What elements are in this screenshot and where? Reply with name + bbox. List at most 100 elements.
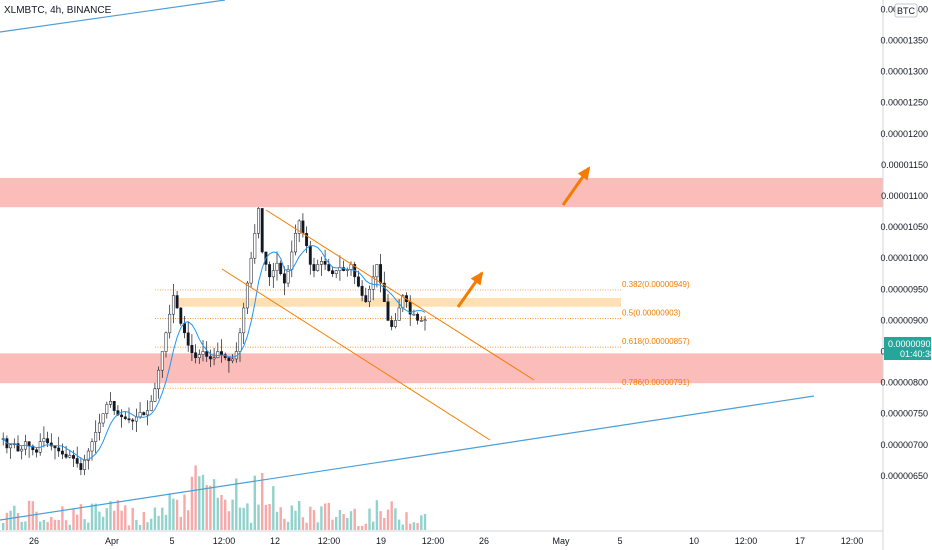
candle-body xyxy=(179,307,183,324)
volume-bar xyxy=(216,497,219,530)
volume-bar xyxy=(72,509,75,530)
volume-bar xyxy=(253,475,256,530)
candle-body xyxy=(168,313,172,334)
price-tick-label: 0.00001050 xyxy=(880,222,928,232)
volume-bar xyxy=(346,517,349,530)
volume-bar xyxy=(105,508,108,530)
price-tick-label: 0.00001100 xyxy=(881,191,928,201)
candle-body xyxy=(90,441,94,452)
volume-bar xyxy=(261,473,264,530)
volume-bar xyxy=(142,512,145,530)
time-tick-label: 10 xyxy=(689,536,699,546)
candle-body xyxy=(364,295,368,302)
candle-body xyxy=(393,320,397,327)
bar-countdown: 01:40:38 xyxy=(900,349,932,359)
volume-bar xyxy=(357,525,360,530)
volume-bar xyxy=(309,506,312,530)
candle-body xyxy=(105,404,109,414)
volume-bar xyxy=(87,522,90,530)
support-zone xyxy=(0,353,883,384)
volume-bar xyxy=(409,523,412,530)
volume-bar xyxy=(187,510,190,530)
volume-bar xyxy=(412,522,416,530)
candle-body xyxy=(31,445,35,451)
rising-support-trendline xyxy=(0,395,815,521)
volume-bar xyxy=(61,506,64,530)
volume-bar xyxy=(116,500,120,530)
candle-body xyxy=(27,441,31,447)
volume-bar xyxy=(401,524,404,530)
channel-upper-line xyxy=(265,209,535,381)
volume-bar xyxy=(249,522,253,530)
volume-bar xyxy=(212,479,216,530)
volume-bar xyxy=(394,508,397,530)
volume-bar xyxy=(90,503,94,530)
volume-bar xyxy=(131,507,134,530)
candle-body xyxy=(331,270,334,275)
candle-body xyxy=(249,257,253,284)
candle-body xyxy=(75,458,79,464)
volume-bar xyxy=(79,504,83,530)
price-tick-label: 0.00000650 xyxy=(880,471,928,481)
candle-body xyxy=(316,264,320,271)
volume-bar xyxy=(331,519,334,530)
volume-bar xyxy=(268,504,271,530)
price-tick-label: 0.00001000 xyxy=(880,253,928,263)
candle-body xyxy=(112,401,116,411)
volume-bar xyxy=(301,517,305,530)
time-tick-label: 12:00 xyxy=(318,536,341,546)
volume-bar xyxy=(279,507,282,530)
volume-bar xyxy=(231,499,234,530)
volume-bar xyxy=(42,519,46,530)
volume-bar xyxy=(9,510,12,530)
volume-bar xyxy=(323,503,327,530)
price-tick-label: 0.00000700 xyxy=(880,440,928,450)
candle-body xyxy=(375,264,379,278)
candle-body xyxy=(390,320,394,327)
candle-body xyxy=(138,412,142,418)
candle-body xyxy=(83,460,87,470)
time-tick-label: 12:00 xyxy=(422,536,445,546)
candle-body xyxy=(35,449,38,453)
volume-bar xyxy=(368,508,371,530)
volume-bar xyxy=(353,508,356,530)
time-tick-label: 26 xyxy=(29,536,39,546)
volume-bar xyxy=(242,507,245,530)
candle-body xyxy=(368,289,371,302)
volume-bar xyxy=(372,521,375,530)
volume-bar xyxy=(2,522,5,530)
volume-bar xyxy=(20,521,23,530)
candles-layer xyxy=(1,207,427,476)
volume-bar xyxy=(68,524,71,530)
volume-bar xyxy=(113,510,116,530)
volume-bar xyxy=(164,514,168,530)
candle-body xyxy=(16,443,20,452)
price-tick-label: 0.00000900 xyxy=(880,315,928,325)
candle-body xyxy=(231,358,235,362)
volume-bar xyxy=(201,474,205,530)
volume-bar xyxy=(161,507,164,530)
candle-body xyxy=(371,276,375,290)
candle-body xyxy=(416,313,420,321)
candle-body xyxy=(72,455,75,459)
candle-body xyxy=(190,345,194,353)
candle-body xyxy=(42,438,46,442)
time-axis[interactable]: 26 Apr 5 12:00 12 12:00 19 12:00 26 May 5 10 12:00 17… xyxy=(29,536,863,546)
candle-body xyxy=(101,413,105,424)
candle-body xyxy=(146,410,149,416)
volume-bar xyxy=(360,525,364,530)
volume-bar xyxy=(146,522,149,530)
candle-body xyxy=(20,448,24,452)
price-tick-label: 0.00001200 xyxy=(880,129,928,139)
candle-body xyxy=(120,414,124,418)
candle-body xyxy=(397,307,401,321)
time-tick-label: 19 xyxy=(376,536,386,546)
upside-target-arrow-upper xyxy=(561,166,591,206)
volume-bar xyxy=(335,516,338,530)
volume-bar xyxy=(320,506,323,530)
candle-body xyxy=(412,313,416,316)
volume-bar xyxy=(305,522,308,530)
resistance-zone xyxy=(0,177,883,208)
